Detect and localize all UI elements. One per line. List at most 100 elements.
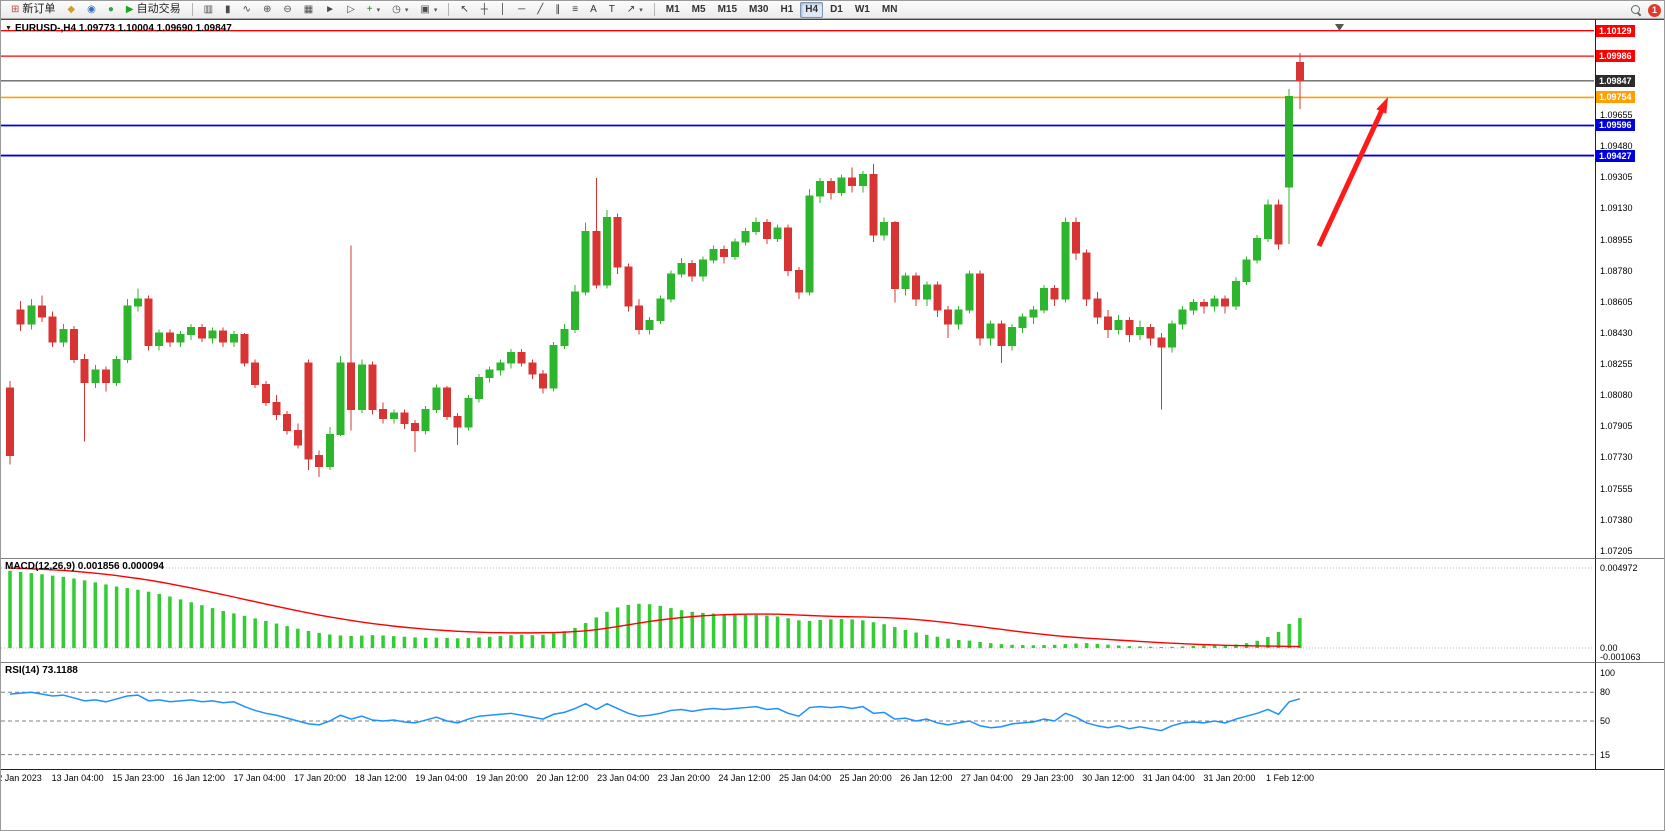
price-axis-label: 1.07380 — [1600, 514, 1633, 525]
rsi-axis-label: 100 — [1600, 668, 1616, 678]
terminal-button[interactable]: ● — [103, 2, 119, 18]
collapse-indicator-icon[interactable]: ▼ — [5, 25, 12, 32]
arrows-icon: ↗ — [626, 3, 636, 15]
channel-button[interactable]: ∥ — [550, 2, 565, 18]
new-order-button[interactable]: ⊞ 新订单 — [6, 2, 60, 18]
vertical-line-button[interactable]: │ — [495, 2, 511, 18]
price-badge-1.09427: 1.09427 — [1596, 149, 1635, 162]
periods-icon: ◷ — [392, 3, 401, 15]
time-axis-label: 25 Jan 04:00 — [779, 773, 832, 783]
tile-windows-icon: ▦ — [303, 3, 314, 15]
zoom-in-button[interactable]: ⊕ — [258, 2, 276, 18]
price-badge-1.09596: 1.09596 — [1596, 119, 1635, 132]
chevron-down-icon[interactable]: ▾ — [639, 6, 643, 14]
rsi-panel[interactable]: RSI(14) 73.1188 — [1, 662, 1595, 769]
tf-h4-button-label: H4 — [805, 3, 819, 15]
time-axis-label: 23 Jan 04:00 — [597, 773, 650, 783]
rsi-scale[interactable]: 100 80 50 15 — [1595, 662, 1664, 769]
tf-m30-button-label: M30 — [749, 3, 769, 15]
tf-m1-button-label: M1 — [665, 3, 680, 15]
templates-button[interactable]: ▣ ▾ — [415, 2, 442, 18]
tile-windows-button[interactable]: ▦ — [299, 2, 318, 18]
navigator-button[interactable]: ◉ — [82, 2, 101, 18]
macd-canvas[interactable] — [1, 559, 1594, 662]
price-badge-1.09847: 1.09847 — [1596, 74, 1635, 87]
templates-icon: ▣ — [420, 3, 430, 15]
time-axis-label: 13 Jan 04:00 — [51, 773, 104, 783]
time-axis-label: 31 Jan 20:00 — [1203, 773, 1256, 783]
arrows-button[interactable]: ↗ ▾ — [622, 2, 648, 18]
toolbar-groups: ⊞ 新订单 ◆ ◉ ● ▶ 自动交易 ▥ ▮ ∿ ⊕ ⊖ ▦ ► ▷ + ▾ ◷ ▾ ▣ ▾ ↖ ┼ │ ─ ╱ ∥ ≡ A T ↗ ▾ M1 M… — [5, 1, 903, 18]
price-axis-label: 1.08605 — [1600, 296, 1633, 307]
macd-signal-line — [9, 567, 1300, 648]
tf-h4-button[interactable]: H4 — [800, 1, 824, 18]
price-scale[interactable]: 1.09655 1.09480 1.09305 1.09130 1.08955 1.087… — [1595, 19, 1664, 558]
chart-shift-button[interactable]: ▷ — [342, 2, 360, 18]
tf-w1-button[interactable]: W1 — [850, 2, 875, 18]
rsi-axis-label: 80 — [1600, 687, 1611, 698]
macd-axis-label: 0.00 — [1600, 643, 1618, 653]
tf-m1-button[interactable]: M1 — [661, 2, 685, 18]
search-icon[interactable] — [1631, 4, 1642, 16]
horizontal-line-button[interactable]: ─ — [513, 2, 530, 18]
tf-w1-button-label: W1 — [854, 3, 870, 15]
bar-chart-button[interactable]: ▥ — [199, 2, 218, 18]
macd-scale[interactable]: 0.004972 0.00 -0.001063 — [1595, 558, 1664, 662]
price-axis-label: 1.09655 — [1600, 109, 1633, 120]
tf-m30-button[interactable]: M30 — [744, 2, 773, 18]
chevron-down-icon[interactable]: ▾ — [404, 6, 409, 14]
zoom-in-icon: ⊕ — [262, 3, 272, 15]
candles — [6, 52, 1304, 477]
auto-trading-button[interactable]: ▶ 自动交易 — [121, 2, 186, 18]
text-button[interactable]: A — [585, 2, 602, 18]
rsi-canvas[interactable] — [1, 663, 1594, 769]
time-axis-label: 31 Jan 04:00 — [1142, 773, 1195, 783]
line-chart-button[interactable]: ∿ — [238, 2, 256, 18]
tf-mn-button[interactable]: MN — [877, 2, 903, 18]
periods-button[interactable]: ◷ ▾ — [387, 2, 413, 18]
macd-histogram — [8, 570, 1302, 648]
price-chart-panel[interactable]: ▼ EURUSD-,H4 1.09773 1.10004 1.09690 1.0… — [1, 19, 1595, 558]
toolbar-right: 1 — [1631, 2, 1661, 18]
chart-shift-icon: ▷ — [347, 3, 355, 15]
macd-label: MACD(12,26,9) 0.001856 0.000094 — [5, 561, 164, 572]
navigator-icon: ◉ — [87, 3, 96, 15]
macd-panel[interactable]: MACD(12,26,9) 0.001856 0.000094 — [1, 558, 1595, 662]
trendline-button[interactable]: ╱ — [532, 2, 548, 18]
chevron-down-icon[interactable]: ▾ — [376, 6, 381, 14]
notification-badge[interactable]: 1 — [1648, 3, 1661, 17]
time-axis-label: 30 Jan 12:00 — [1082, 773, 1135, 783]
price-axis-label: 1.08955 — [1600, 234, 1633, 245]
text-label-button[interactable]: T — [604, 2, 620, 18]
tf-h1-button-label: H1 — [780, 3, 794, 15]
tf-d1-button[interactable]: D1 — [825, 2, 848, 18]
tf-m15-button[interactable]: M15 — [713, 2, 742, 18]
cursor-button[interactable]: ↖ — [455, 2, 473, 18]
candlestick-chart-button[interactable]: ▮ — [220, 2, 236, 18]
vertical-line-icon: │ — [499, 3, 507, 15]
indicators-button[interactable]: + ▾ — [362, 2, 385, 18]
price-axis-label: 1.09305 — [1600, 172, 1633, 183]
chart-shift-marker[interactable] — [1335, 24, 1344, 31]
macd-axis-label: -0.001063 — [1600, 652, 1641, 662]
chevron-down-icon[interactable]: ▾ — [433, 6, 438, 14]
price-axis-label: 1.07730 — [1600, 452, 1633, 463]
zoom-out-button[interactable]: ⊖ — [278, 2, 296, 18]
text-icon: A — [590, 3, 597, 15]
rsi-axis-label: 50 — [1600, 716, 1611, 726]
time-scale[interactable]: 12 Jan 2023 13 Jan 04:00 15 Jan 23:00 16 Ja… — [1, 769, 1664, 786]
fibonacci-button[interactable]: ≡ — [567, 2, 583, 18]
market-watch-button[interactable]: ◆ — [62, 2, 80, 18]
tf-h1-button[interactable]: H1 — [775, 2, 798, 18]
macd-axis-label: 0.004972 — [1600, 563, 1638, 573]
price-axis-label: 1.08255 — [1600, 359, 1633, 369]
time-axis-label: 15 Jan 23:00 — [112, 773, 165, 783]
crosshair-button[interactable]: ┼ — [476, 2, 493, 18]
tf-m5-button[interactable]: M5 — [687, 2, 711, 18]
tf-mn-button-label: MN — [881, 3, 898, 15]
annotation-arrow[interactable] — [1316, 97, 1388, 248]
price-chart-canvas[interactable] — [1, 20, 1594, 558]
auto-scroll-button[interactable]: ► — [320, 2, 340, 18]
price-axis-label: 1.08430 — [1600, 327, 1633, 338]
price-axis-label: 1.07555 — [1600, 483, 1633, 494]
